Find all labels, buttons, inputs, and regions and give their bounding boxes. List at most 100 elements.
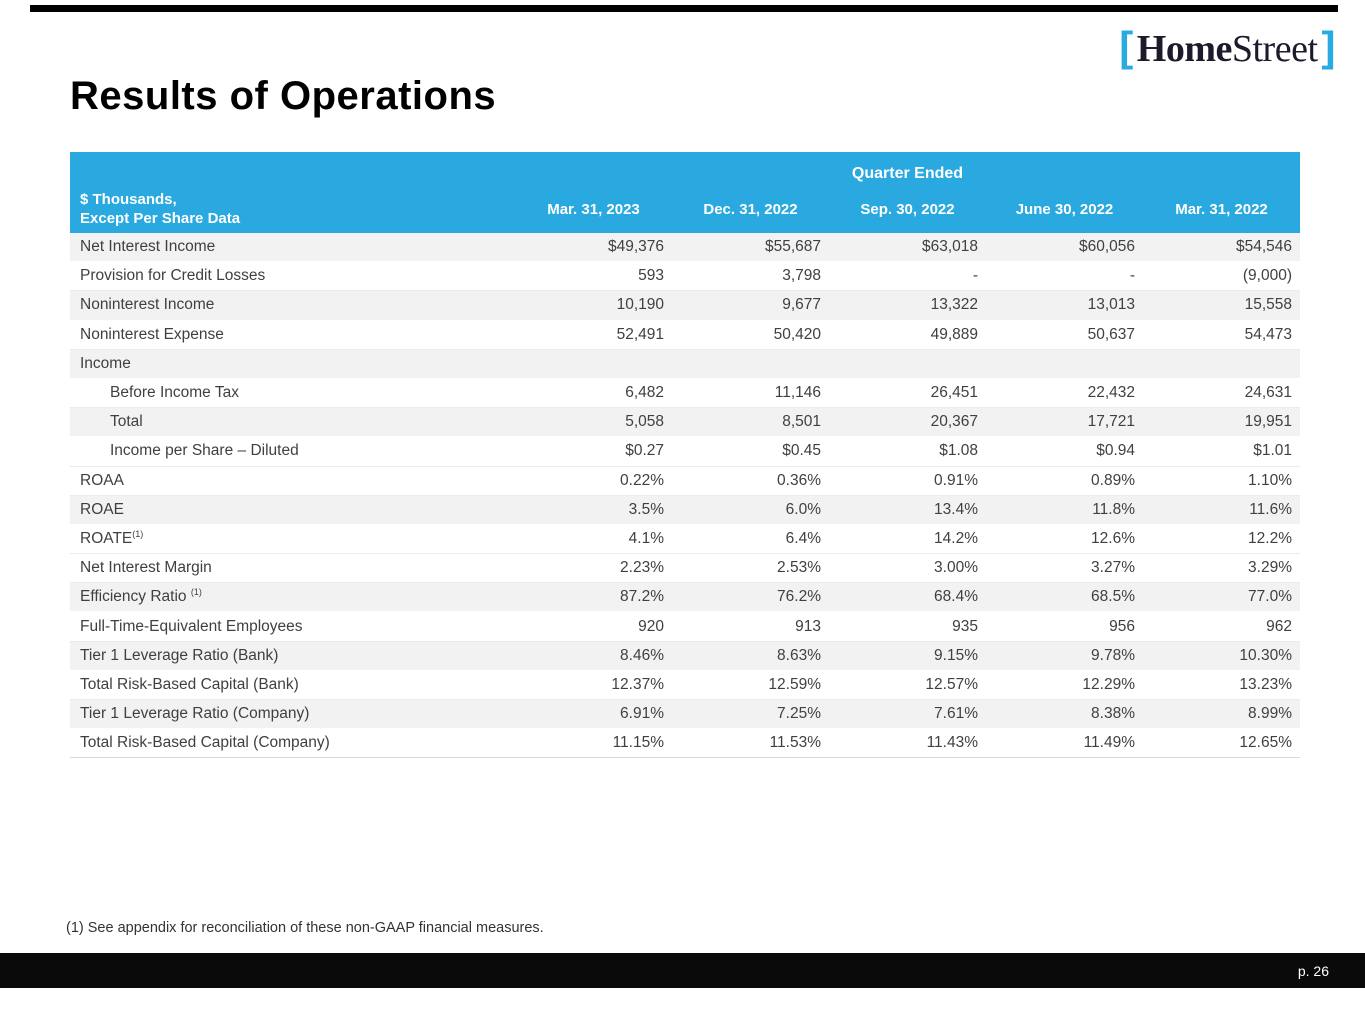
cell-value: 11.49% [1083,734,1135,752]
cell-value: 920 [638,617,664,635]
cell-value: $60,056 [1078,238,1135,256]
cell-value: 12.37% [611,675,664,693]
column-header-date: Mar. 31, 2023 [547,200,640,218]
row-label: Full-Time-Equivalent Employees [80,617,303,635]
cell-value: 0.22% [620,471,664,489]
cell-value: 3.27% [1091,559,1135,577]
cell-value: 68.4% [934,588,978,606]
cell-value: 12.59% [768,675,821,693]
cell-value: 1.10% [1248,471,1292,489]
logo-text-street: Street [1231,28,1318,70]
table-row: Before Income Tax 6,482 11,146 26,451 22,432… [70,378,1300,409]
row-label: Before Income Tax [110,384,239,402]
logo-right-bracket-icon: ] [1321,23,1336,70]
row-label: Total [110,413,143,431]
cell-value: 4.1% [628,529,664,547]
cell-value: 52,491 [616,325,664,343]
row-label: Total Risk-Based Capital (Company) [80,734,330,752]
row-label: Noninterest Expense [80,325,224,343]
cell-value: 956 [1109,617,1135,635]
row-label: Net Interest Income [80,238,216,256]
table-row: Noninterest Income 10,190 9,677 13,322 13,01… [70,291,1300,321]
top-accent-bar [30,5,1338,12]
quarter-ended-label: Quarter Ended [851,165,964,182]
footnote-marker: (1) [190,587,202,598]
cell-value: 10,190 [616,296,664,314]
row-label: ROATE(1) [80,528,144,547]
logo-text-home: Home [1136,28,1233,70]
cell-value: 13.23% [1239,675,1292,693]
table-row: Efficiency Ratio (1) 87.2% 76.2% 68.4% 68.5%… [70,583,1300,613]
cell-value: 11.8% [1092,500,1135,518]
footnote-marker: (1) [132,528,144,539]
cell-value: 8.63% [777,646,821,664]
cell-value: $0.94 [1096,442,1135,460]
cell-value: 3.5% [628,500,664,518]
cell-value: 0.36% [777,471,821,489]
cell-value: 0.91% [934,471,978,489]
cell-value: 76.2% [777,588,821,606]
cell-value: 14.2% [934,529,978,547]
cell-value: 3.00% [934,559,978,577]
row-label: ROAA [80,471,124,489]
units-label-line2: Except Per Share Data [80,210,241,227]
cell-value: 19,951 [1244,413,1292,431]
units-label: $ Thousands, Except Per Share Data [70,190,515,229]
homestreet-logo: [ Home Street ] [1119,23,1336,70]
cell-value: 22,432 [1087,384,1135,402]
cell-value: 50,637 [1087,325,1135,343]
cell-value: 24,631 [1244,384,1292,402]
cell-value: 12.57% [925,675,978,693]
table-row: Tier 1 Leverage Ratio (Bank) 8.46% 8.63% 9.… [70,641,1300,671]
cell-value: 6,482 [625,384,664,402]
cell-value: 11.53% [769,734,821,752]
table-row: Net Interest Income $49,376 $55,687 $63,018… [70,233,1300,263]
cell-value: 8.46% [620,646,664,664]
cell-value: 13,322 [930,296,978,314]
cell-value: $63,018 [921,238,978,256]
row-label: ROAE [80,500,124,518]
cell-value: 0.89% [1091,471,1135,489]
quarter-ended-row: Quarter Ended [70,152,1300,185]
units-label-line1: $ Thousands, [80,190,177,208]
row-label: Provision for Credit Losses [80,267,266,285]
cell-value: 12.29% [1082,675,1135,693]
cell-value: 935 [952,617,978,635]
cell-value: 6.4% [785,529,821,547]
cell-value: 6.0% [785,500,821,518]
cell-value: 49,889 [930,325,978,343]
table-row: Net Interest Margin 2.23% 2.53% 3.00% 3.27% 3… [70,554,1300,584]
cell-value: 8.38% [1091,705,1135,723]
cell-value: 7.61% [934,705,978,723]
footer-bar: p. 26 [0,953,1365,988]
column-header-row: $ Thousands, Except Per Share Data Mar. … [70,185,1300,233]
cell-value: 7.25% [777,705,821,723]
cell-value: 12.65% [1239,734,1292,752]
cell-value: 77.0% [1248,588,1292,606]
cell-value: - [972,267,978,285]
row-label: Efficiency Ratio (1) [80,587,202,606]
cell-value: 9.78% [1091,646,1135,664]
cell-value: - [1129,267,1135,285]
row-label: Income per Share – Diluted [110,442,299,460]
table-row: ROAE 3.5% 6.0% 13.4% 11.8% 11.6% [70,495,1300,525]
table-row: ROATE(1) 4.1% 6.4% 14.2% 12.6% 12.2% [70,524,1300,555]
cell-value: 9,677 [782,296,821,314]
cell-value: 54,473 [1244,325,1292,343]
cell-value: 26,451 [930,384,978,402]
column-header-date: Dec. 31, 2022 [703,200,798,218]
cell-value: 5,058 [625,413,664,431]
logo-left-bracket-icon: [ [1119,23,1133,70]
cell-value: 87.2% [620,588,664,606]
cell-value: 2.53% [777,559,821,577]
cell-value: 11.6% [1249,500,1292,518]
cell-value: 13.4% [934,500,978,518]
table-body: Net Interest Income $49,376 $55,687 $63,018… [70,233,1300,759]
cell-value: 11.15% [612,734,664,752]
cell-value: 6.91% [620,705,664,723]
cell-value: 11.43% [926,734,978,752]
column-header-date: Sep. 30, 2022 [860,200,955,218]
table-row: Total Risk-Based Capital (Company) 11.15%… [70,729,1300,759]
table-row: Full-Time-Equivalent Employees 920 913 935 9… [70,612,1300,642]
row-label: Net Interest Margin [80,559,212,577]
